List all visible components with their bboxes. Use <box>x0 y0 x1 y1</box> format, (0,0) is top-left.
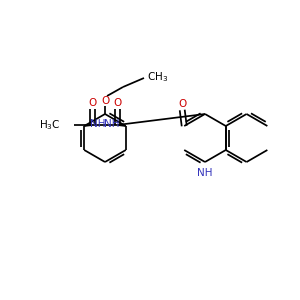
Text: H$_3$C: H$_3$C <box>39 118 61 132</box>
Text: NH: NH <box>104 119 119 129</box>
Text: CH$_3$: CH$_3$ <box>147 70 169 84</box>
Text: O: O <box>113 98 121 108</box>
Text: NH: NH <box>197 168 213 178</box>
Text: NH: NH <box>91 119 106 129</box>
Text: O: O <box>89 98 97 108</box>
Text: O: O <box>178 99 186 109</box>
Text: O: O <box>101 96 109 106</box>
